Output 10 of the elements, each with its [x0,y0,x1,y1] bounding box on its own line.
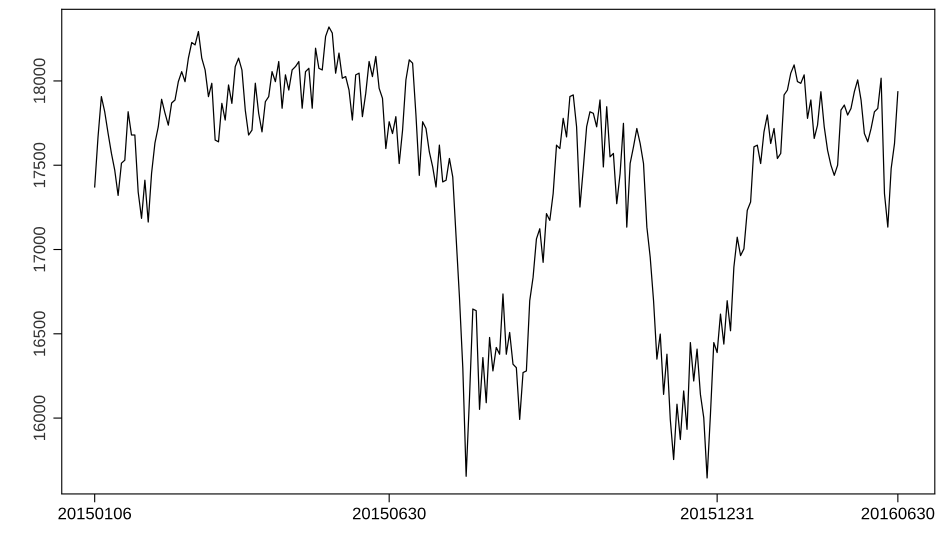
x-tick-label: 20150630 [352,508,426,520]
line-series [94,26,898,479]
y-tick-label: 16000 [33,396,46,440]
x-tick-label: 20150106 [58,508,132,520]
y-tick-label: 18000 [33,58,46,103]
y-tick-label: 16500 [33,311,46,356]
x-tick-label: 20160630 [862,508,934,520]
y-tick-label: 17500 [33,142,46,188]
x-tick-label: 20151231 [680,508,754,520]
y-tick-label: 17000 [33,226,46,272]
